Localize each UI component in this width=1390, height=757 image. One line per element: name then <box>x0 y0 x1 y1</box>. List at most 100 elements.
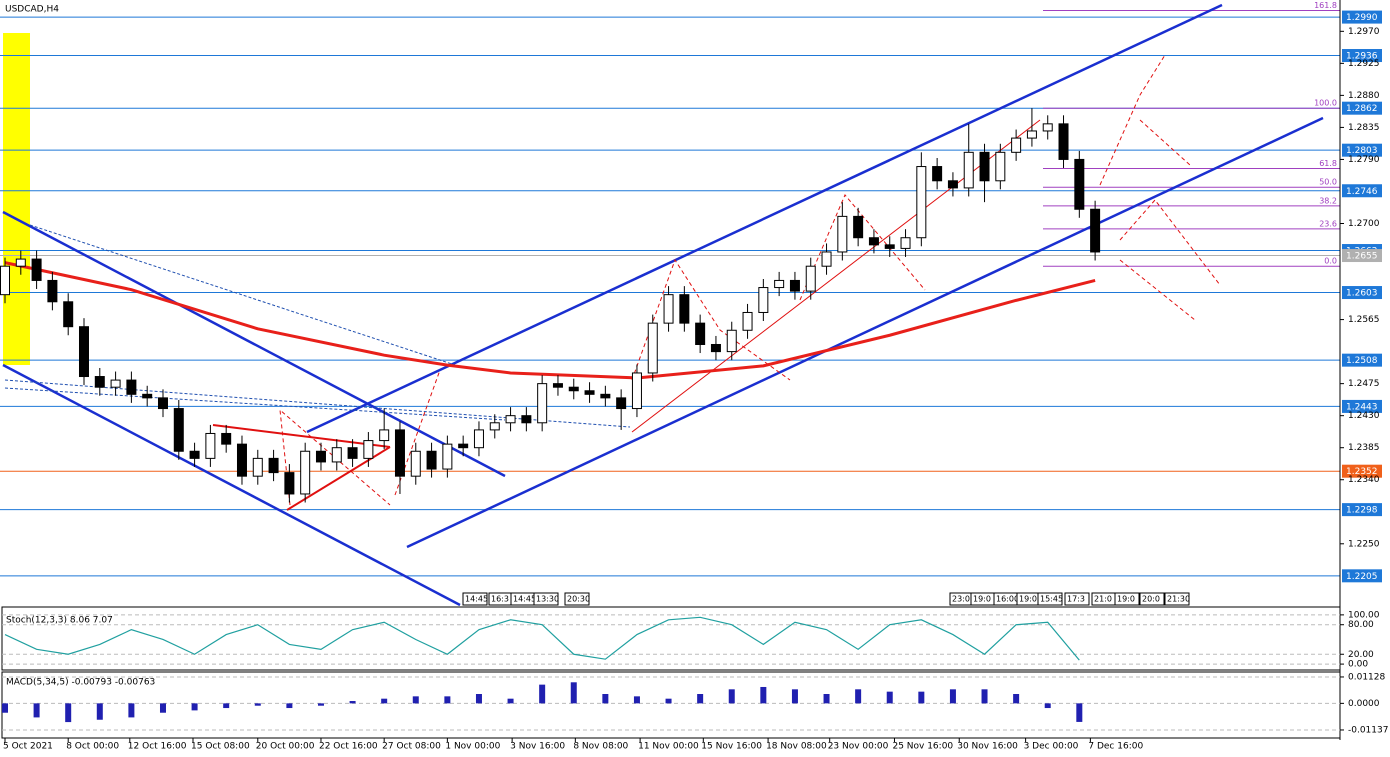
channels <box>2 3 1324 607</box>
candle-body <box>963 151 974 189</box>
candle-body <box>426 450 437 470</box>
time-marker-box <box>462 592 488 606</box>
histogram-bar <box>65 703 72 723</box>
candle-body <box>252 457 263 477</box>
time-marker: 19:0 <box>1019 595 1037 604</box>
histogram-bar <box>981 689 988 704</box>
x-tick-label: 15 Nov 16:00 <box>701 742 762 752</box>
histogram-bar <box>791 689 798 704</box>
candle-body <box>600 393 611 399</box>
candle-body <box>631 372 642 410</box>
time-marker: 20:0 <box>1142 595 1160 604</box>
candle-body <box>221 432 232 445</box>
candle-body <box>995 151 1006 182</box>
y-tick-label: 0.0000 <box>1348 699 1380 709</box>
price-tag-box <box>1342 399 1382 413</box>
candle-body <box>142 393 153 399</box>
trend-line <box>212 424 391 448</box>
candle-body <box>1026 130 1037 139</box>
y-tick-label: 1.2385 <box>1348 443 1380 453</box>
y-tick-label: 1.2835 <box>1348 123 1380 133</box>
histogram-bar <box>1044 703 1051 709</box>
candle-body <box>947 180 958 189</box>
histogram-bar <box>191 703 198 711</box>
x-tick-label: 25 Nov 16:00 <box>892 742 953 752</box>
candle-body <box>1011 137 1022 153</box>
candle-body <box>458 443 469 449</box>
price-tag-box <box>1342 569 1382 583</box>
y-tick-label: 1.2430 <box>1348 411 1380 421</box>
candle-body <box>1074 158 1085 210</box>
y-tick-label: 1.2250 <box>1348 539 1380 549</box>
candle-body <box>110 379 121 388</box>
x-tick-label: 5 Oct 2021 <box>3 742 53 752</box>
candle-body <box>552 383 563 388</box>
price-tag-label: 1.2655 <box>1346 252 1378 262</box>
time-marker: 13:30 <box>536 595 559 604</box>
trend-line <box>406 116 1324 549</box>
price-tag: 1.2862 <box>1342 101 1382 115</box>
histogram-bar <box>728 689 735 704</box>
candle-body <box>284 472 295 495</box>
price-tag: 1.2936 <box>1342 49 1382 63</box>
candle-body <box>1042 123 1053 132</box>
candle-body <box>205 432 216 459</box>
price-tag: 1.2990 <box>1342 10 1382 24</box>
x-tick-label: 8 Oct 00:00 <box>66 742 119 752</box>
price-tag-label: 1.2603 <box>1346 289 1378 299</box>
histogram-bar <box>128 703 135 718</box>
time-marker: 19:0 <box>1117 595 1135 604</box>
candle-body <box>347 447 358 459</box>
projection <box>1119 199 1221 286</box>
price-tag-label: 1.2443 <box>1346 402 1378 412</box>
moving-average <box>4 261 1096 380</box>
x-tick-label: 18 Nov 08:00 <box>766 742 827 752</box>
x-tick-label: 7 Dec 16:00 <box>1088 742 1143 752</box>
price-tag-label: 1.2508 <box>1346 356 1378 366</box>
price-tag-box <box>1342 503 1382 517</box>
candle-body <box>47 279 58 303</box>
price-tag-box <box>1342 184 1382 198</box>
y-tick-label: 1.2475 <box>1348 379 1380 389</box>
y-tick-label: 1.2700 <box>1348 219 1380 229</box>
candle-body <box>647 322 658 374</box>
histogram-bar <box>602 694 609 704</box>
y-tick-label: 100.00 <box>1348 610 1380 620</box>
trend-line <box>2 210 506 478</box>
candle-body <box>789 279 800 292</box>
time-marker-box <box>1064 592 1090 606</box>
symbol-title: USDCAD,H4 <box>5 5 59 15</box>
price-tag-box <box>1342 49 1382 63</box>
time-marker: 21:0 <box>1094 595 1112 604</box>
histogram-bar <box>223 703 230 709</box>
time-marker: 19:0 <box>973 595 991 604</box>
x-tick-label: 3 Nov 16:00 <box>510 742 565 752</box>
candle-body <box>473 429 484 449</box>
histogram-bar <box>2 703 8 713</box>
x-tick-label: 23 Nov 00:00 <box>828 742 889 752</box>
price-tag-box <box>1342 10 1382 24</box>
histogram-bar <box>159 703 166 713</box>
candle-body <box>679 294 690 324</box>
time-marker-box <box>1139 592 1165 606</box>
price-tag: 1.2443 <box>1342 399 1382 413</box>
price-tag-box <box>1342 143 1382 157</box>
stoch-label: Stoch(12,3,3) 8.06 7.07 <box>6 616 113 626</box>
time-marker: 16:3 <box>491 595 509 604</box>
price-tag-label: 1.2205 <box>1346 572 1378 582</box>
candle-body <box>616 397 627 410</box>
price-tag-label: 1.2803 <box>1346 146 1378 156</box>
histogram-bar <box>886 691 893 704</box>
candle-body <box>805 265 816 292</box>
candle-body <box>31 258 42 281</box>
candle-body <box>695 322 706 345</box>
candle-body <box>300 450 311 495</box>
candle-body <box>173 408 184 452</box>
time-marker-box <box>564 592 590 606</box>
candle-body <box>1090 208 1101 253</box>
y-tick-label: 1.2340 <box>1348 475 1380 485</box>
candle-body <box>837 215 848 253</box>
projection <box>1099 54 1166 186</box>
time-marker: 16:00 <box>996 595 1019 604</box>
